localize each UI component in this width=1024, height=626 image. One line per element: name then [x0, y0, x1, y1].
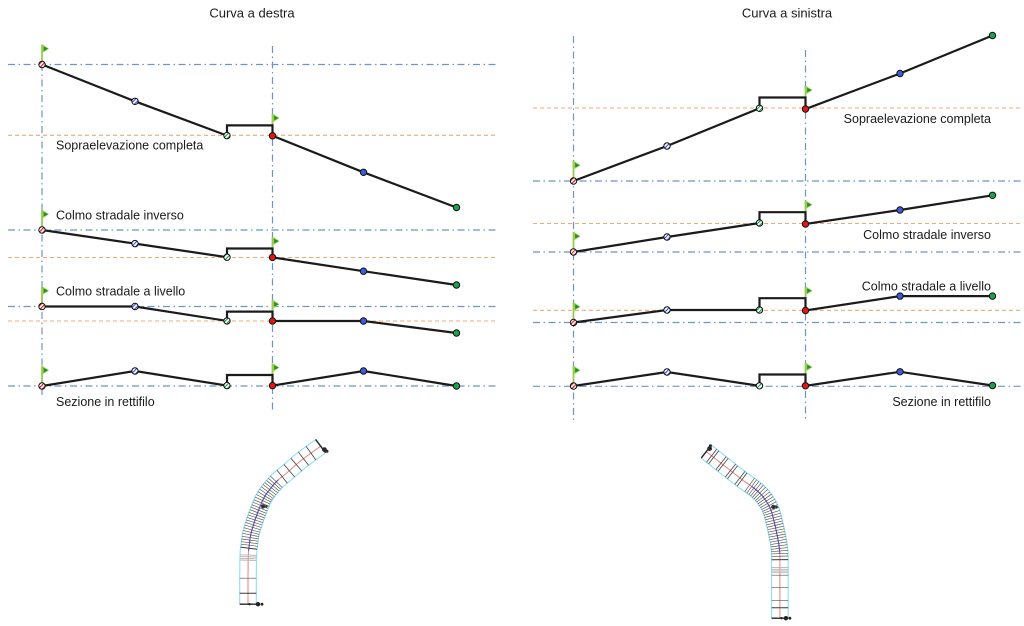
svg-text:Curva a destra: Curva a destra	[209, 6, 295, 21]
svg-text:Sopraelevazione completa: Sopraelevazione completa	[844, 112, 991, 126]
svg-text:Sezione in rettifilo: Sezione in rettifilo	[56, 395, 155, 409]
svg-text:Curva a sinistra: Curva a sinistra	[742, 6, 833, 21]
svg-text:Sopraelevazione completa: Sopraelevazione completa	[56, 139, 203, 153]
svg-text:Colmo stradale a livello: Colmo stradale a livello	[862, 280, 991, 294]
svg-text:Sezione in rettifilo: Sezione in rettifilo	[892, 395, 991, 409]
svg-text:Colmo stradale inverso: Colmo stradale inverso	[56, 209, 184, 223]
svg-text:Colmo stradale inverso: Colmo stradale inverso	[863, 228, 991, 242]
svg-text:Colmo stradale a livello: Colmo stradale a livello	[56, 285, 185, 299]
